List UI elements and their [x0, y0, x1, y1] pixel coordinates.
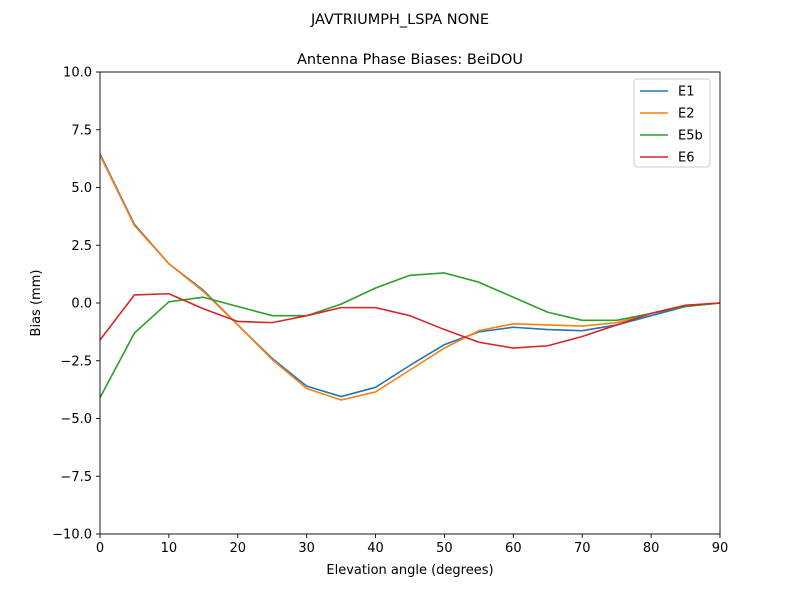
legend-label-e1: E1: [678, 85, 695, 100]
series-layer: [100, 153, 720, 401]
y-tick-label: 0.0: [71, 297, 92, 312]
chart-title: Antenna Phase Biases: BeiDOU: [297, 52, 523, 68]
x-tick-label: 0: [96, 541, 104, 556]
legend: E1 E2 E5b E6: [633, 78, 711, 168]
axes-layer: 0 10 20 30 40 50 60 70 80 90 −10.0 −7.5 −5.0 −2.5 0.0 2…: [52, 66, 728, 557]
x-tick-label: 60: [505, 541, 522, 556]
x-tick-label: 50: [436, 541, 453, 556]
x-tick-label: 70: [574, 541, 591, 556]
y-tick-label: 5.0: [71, 181, 92, 196]
y-tick-label: −10.0: [52, 528, 92, 543]
legend-label-e6: E6: [678, 151, 695, 166]
legend-label-e2: E2: [678, 107, 695, 122]
y-tick-label: 7.5: [71, 123, 92, 138]
x-tick-label: 90: [712, 541, 729, 556]
legend-box: [633, 78, 711, 168]
x-tick-label: 20: [230, 541, 247, 556]
x-tick-label: 40: [367, 541, 384, 556]
y-tick-label: 2.5: [71, 239, 92, 254]
x-tick-label: 10: [161, 541, 178, 556]
chart-suptitle: JAVTRIUMPH_LSPA NONE: [310, 12, 489, 28]
y-tick-label: 10.0: [63, 66, 92, 81]
x-axis-label: Elevation angle (degrees): [326, 563, 493, 578]
x-tick-label: 30: [298, 541, 315, 556]
y-tick-label: −7.5: [60, 470, 92, 485]
y-axis-label: Bias (mm): [29, 270, 44, 337]
x-tick-label: 80: [643, 541, 660, 556]
y-tick-label: −2.5: [60, 354, 92, 369]
series-line-e2: [100, 154, 720, 401]
series-line-e6: [100, 292, 720, 349]
plot-background: [100, 72, 720, 534]
series-line-e5b: [100, 272, 720, 399]
plot-area: [100, 72, 720, 534]
legend-label-e5b: E5b: [678, 129, 703, 144]
y-tick-label: −5.0: [60, 412, 92, 427]
